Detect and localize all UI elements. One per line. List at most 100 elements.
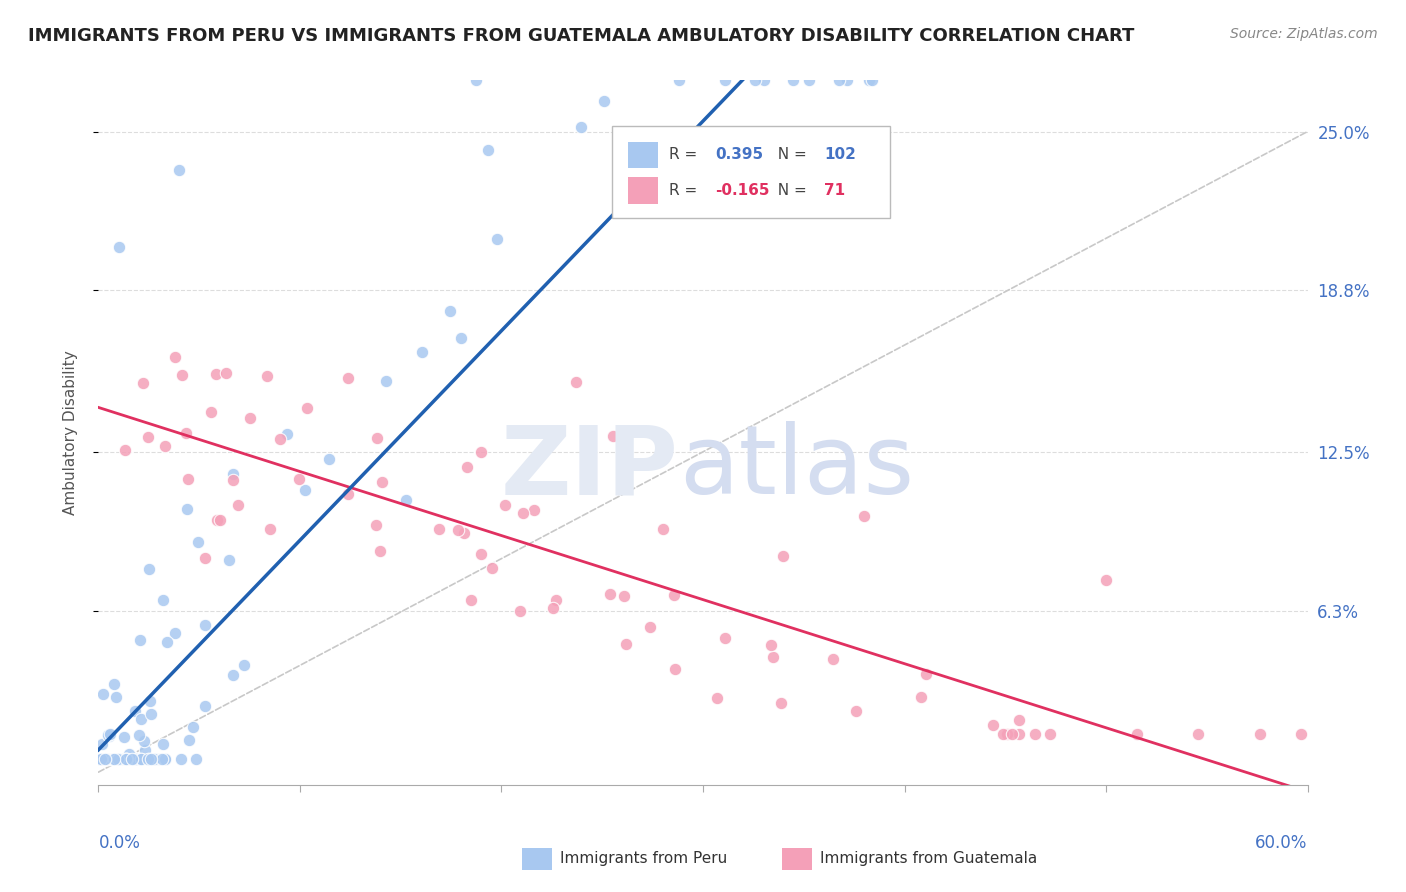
Point (205, 513, 228, 527)
Point (152, 593, 174, 607)
Point (129, 712, 152, 726)
Point (668, 73, 690, 87)
Point (107, 752, 129, 766)
Text: N =: N = (768, 147, 811, 162)
Point (131, 752, 153, 766)
Point (112, 752, 135, 766)
Point (114, 443, 136, 458)
Point (167, 163, 190, 178)
Point (447, 524, 470, 538)
Point (170, 368, 193, 383)
Point (1039, 727, 1062, 741)
Point (453, 525, 475, 540)
Point (613, 589, 636, 603)
Point (638, 620, 661, 634)
Bar (782, 848, 811, 870)
Text: N =: N = (768, 183, 811, 198)
Point (124, 705, 146, 719)
Point (336, 486, 359, 500)
Point (96, 752, 118, 766)
Point (995, 727, 1018, 741)
Point (96, 752, 118, 766)
Point (115, 752, 138, 766)
Point (828, 73, 851, 87)
Point (89, 752, 111, 766)
Text: R =: R = (669, 183, 702, 198)
Y-axis label: Ambulatory Disability: Ambulatory Disability (63, 351, 77, 515)
Point (222, 473, 245, 487)
Point (155, 752, 177, 766)
Point (163, 350, 186, 364)
Point (1095, 573, 1118, 587)
Point (146, 752, 169, 766)
Point (460, 593, 482, 607)
Point (523, 503, 546, 517)
Point (139, 706, 162, 721)
Point (176, 472, 198, 486)
Point (914, 667, 936, 681)
Point (100, 727, 122, 741)
Point (1001, 727, 1024, 741)
Point (752, 73, 775, 87)
Point (470, 547, 492, 561)
Point (269, 432, 291, 446)
Point (845, 704, 868, 718)
Point (512, 506, 534, 520)
Point (239, 411, 262, 425)
Point (366, 431, 388, 445)
Point (233, 658, 256, 673)
Point (276, 427, 298, 442)
Point (544, 593, 567, 607)
Bar (522, 848, 551, 870)
Point (318, 452, 340, 467)
Point (155, 752, 177, 766)
Point (481, 561, 503, 575)
Point (132, 733, 155, 747)
Point (98, 752, 121, 766)
Point (150, 752, 173, 766)
Point (89, 752, 111, 766)
Point (664, 662, 686, 676)
Point (114, 752, 136, 766)
Point (288, 472, 311, 486)
Text: R =: R = (669, 147, 702, 162)
Point (259, 522, 281, 536)
Point (115, 752, 138, 766)
Point (138, 562, 160, 576)
Point (134, 743, 156, 757)
Point (184, 752, 207, 766)
Point (450, 331, 472, 345)
Point (706, 690, 728, 705)
Text: Source: ZipAtlas.com: Source: ZipAtlas.com (1230, 27, 1378, 41)
Point (208, 513, 231, 527)
Point (713, 632, 735, 646)
Point (541, 601, 564, 615)
Text: ZIP: ZIP (501, 421, 679, 515)
Point (117, 752, 139, 766)
Text: 60.0%: 60.0% (1256, 834, 1308, 852)
Point (294, 483, 316, 497)
Point (152, 737, 174, 751)
Point (370, 544, 392, 558)
Point (713, 73, 735, 87)
Point (564, 376, 586, 390)
Point (141, 752, 163, 766)
Point (101, 752, 124, 766)
Point (142, 752, 165, 766)
FancyBboxPatch shape (613, 126, 890, 218)
Point (662, 588, 685, 602)
Point (136, 752, 159, 766)
Point (115, 752, 138, 766)
Point (132, 376, 155, 391)
Point (96, 752, 118, 766)
Point (136, 430, 159, 444)
Point (772, 549, 794, 564)
Point (139, 694, 162, 708)
Point (799, 73, 821, 87)
Point (439, 304, 461, 318)
Point (204, 368, 226, 382)
Point (174, 425, 197, 440)
Point (744, 73, 766, 87)
Point (112, 730, 135, 744)
Point (93, 752, 115, 766)
